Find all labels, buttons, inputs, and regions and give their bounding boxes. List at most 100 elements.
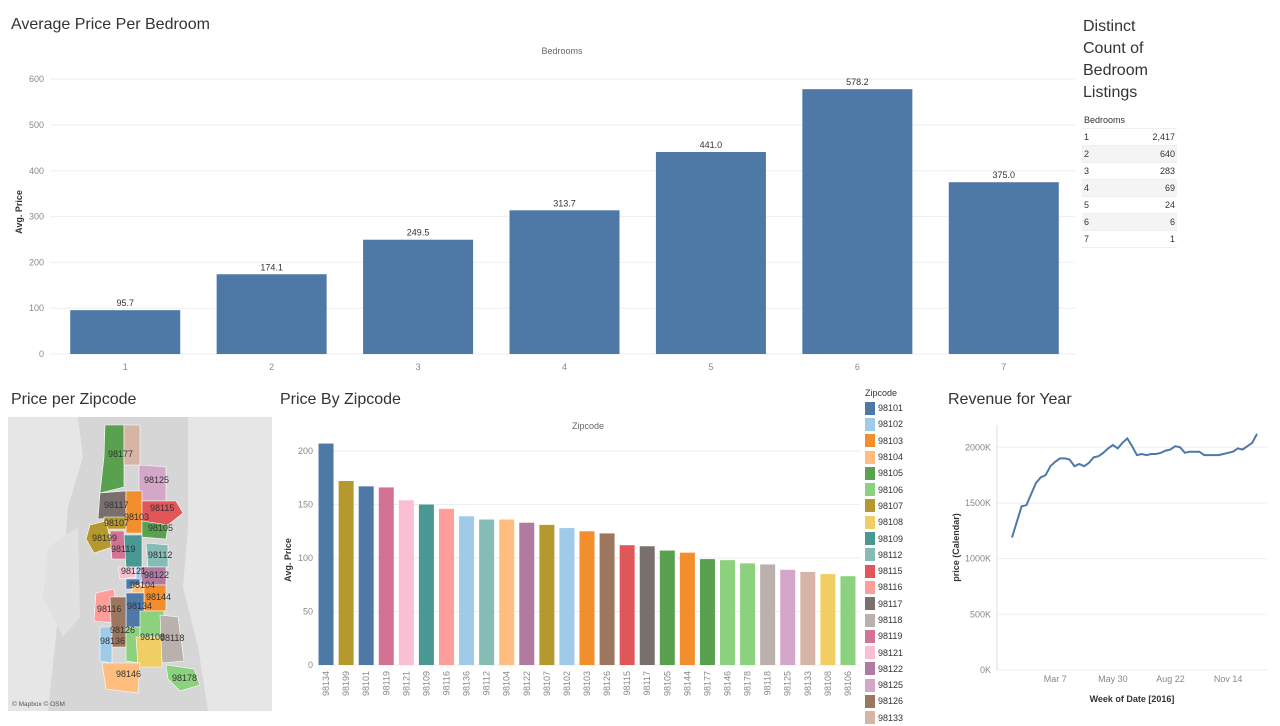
legend-item[interactable]: 98102 (865, 416, 925, 432)
bar[interactable] (699, 559, 715, 665)
bar[interactable] (659, 550, 675, 665)
zip-98199[interactable] (85, 520, 113, 554)
legend-item[interactable]: 98133 (865, 710, 925, 726)
legend-item[interactable]: 98125 (865, 677, 925, 693)
legend-item[interactable]: 98101 (865, 400, 925, 416)
legend-item[interactable]: 98122 (865, 661, 925, 677)
bar[interactable] (800, 571, 816, 665)
bedroom-cell: 5 (1082, 196, 1107, 214)
bar[interactable] (338, 481, 354, 665)
bar[interactable] (509, 210, 620, 354)
price-by-zipcode-title: Price By Zipcode (280, 391, 401, 408)
legend-item[interactable]: 98106 (865, 481, 925, 497)
bar[interactable] (358, 486, 374, 665)
bedroom-cell: 1 (1082, 128, 1107, 146)
legend-item[interactable]: 98105 (865, 465, 925, 481)
legend-swatch (865, 450, 875, 464)
bar[interactable] (802, 89, 913, 354)
legend-item[interactable]: 98112 (865, 547, 925, 563)
legend-label: 98122 (878, 663, 904, 674)
bar[interactable] (619, 545, 635, 665)
bar[interactable] (418, 504, 434, 665)
legend-item[interactable]: 98107 (865, 498, 925, 514)
zip-98178[interactable] (165, 664, 201, 692)
x-tick-label: 98177 (702, 671, 712, 696)
x-tick-label: 98125 (783, 671, 793, 696)
x-tick-label: 98144 (682, 671, 692, 696)
legend-item[interactable]: 98104 (865, 449, 925, 465)
zip-98118[interactable] (159, 614, 185, 664)
zip-98108-south[interactable] (135, 636, 165, 668)
bar[interactable] (438, 508, 454, 665)
legend-item[interactable]: 98109 (865, 530, 925, 546)
legend-item[interactable]: 98121 (865, 644, 925, 660)
zip-98133[interactable] (123, 424, 141, 466)
bar[interactable] (639, 546, 655, 665)
legend-item[interactable]: 98117 (865, 596, 925, 612)
map-label: 98118 (160, 633, 184, 643)
bar[interactable] (820, 574, 836, 665)
bar[interactable] (378, 487, 394, 665)
legend-item[interactable]: 98118 (865, 612, 925, 628)
x-tick-label: 4 (562, 362, 567, 372)
map-land-island (43, 527, 80, 637)
legend-swatch (865, 417, 875, 431)
bar[interactable] (519, 522, 535, 665)
bar[interactable] (398, 500, 414, 665)
bar[interactable] (599, 533, 615, 665)
bar[interactable] (679, 552, 695, 665)
count-cell: 1 (1106, 230, 1177, 248)
legend-item[interactable]: 98119 (865, 628, 925, 644)
revenue-line[interactable] (1011, 433, 1258, 538)
bar[interactable] (579, 531, 595, 665)
zip-98146[interactable] (101, 662, 141, 694)
table-row[interactable]: 4 69 (1082, 179, 1177, 197)
legend-swatch (865, 629, 875, 643)
zip-98115[interactable] (141, 500, 184, 526)
bar[interactable] (780, 569, 796, 665)
x-tick-label: 98121 (401, 671, 411, 696)
table-row[interactable]: 5 24 (1082, 196, 1177, 214)
bar[interactable] (720, 560, 736, 665)
bar[interactable] (216, 274, 327, 354)
bar[interactable] (948, 182, 1059, 354)
legend-label: 98121 (878, 647, 904, 658)
legend-item[interactable]: 98116 (865, 579, 925, 595)
map-label: 98104 (130, 580, 155, 590)
bar[interactable] (363, 239, 474, 354)
legend-item[interactable]: 98115 (865, 563, 925, 579)
legend-label: 98107 (878, 500, 904, 511)
x-tick-label: 98109 (421, 671, 431, 696)
bar[interactable] (840, 576, 856, 665)
legend-item[interactable]: 98103 (865, 433, 925, 449)
legend-swatch (865, 401, 875, 415)
bar[interactable] (479, 519, 495, 665)
zip-98105[interactable] (141, 520, 169, 540)
bar-value-label: 313.7 (553, 198, 576, 208)
count-cell: 69 (1106, 179, 1177, 197)
bar[interactable] (70, 310, 181, 354)
x-tick-label: Nov 14 (1214, 674, 1243, 684)
legend-item[interactable]: 98108 (865, 514, 925, 530)
zip-98177[interactable] (99, 424, 125, 494)
y-tick-label: 400 (29, 166, 44, 176)
bar[interactable] (459, 516, 475, 665)
y-tick-label: 600 (29, 74, 44, 84)
table-row[interactable]: 3 283 (1082, 162, 1177, 180)
bar[interactable] (655, 151, 766, 354)
bar[interactable] (318, 443, 334, 665)
table-row[interactable]: 1 2,417 (1082, 128, 1177, 146)
bar[interactable] (499, 519, 515, 665)
bar[interactable] (740, 563, 756, 665)
legend-swatch (865, 564, 875, 578)
legend-item[interactable]: 98126 (865, 693, 925, 709)
bedroom-cell: 6 (1082, 213, 1107, 231)
table-row[interactable]: 2 640 (1082, 145, 1177, 163)
zip-98112[interactable] (145, 542, 169, 568)
zipcode-map[interactable]: 98177 98125 98117 98103 98115 98107 9810… (8, 417, 272, 711)
bar[interactable] (539, 524, 555, 665)
bar[interactable] (559, 528, 575, 665)
bar[interactable] (760, 564, 776, 665)
